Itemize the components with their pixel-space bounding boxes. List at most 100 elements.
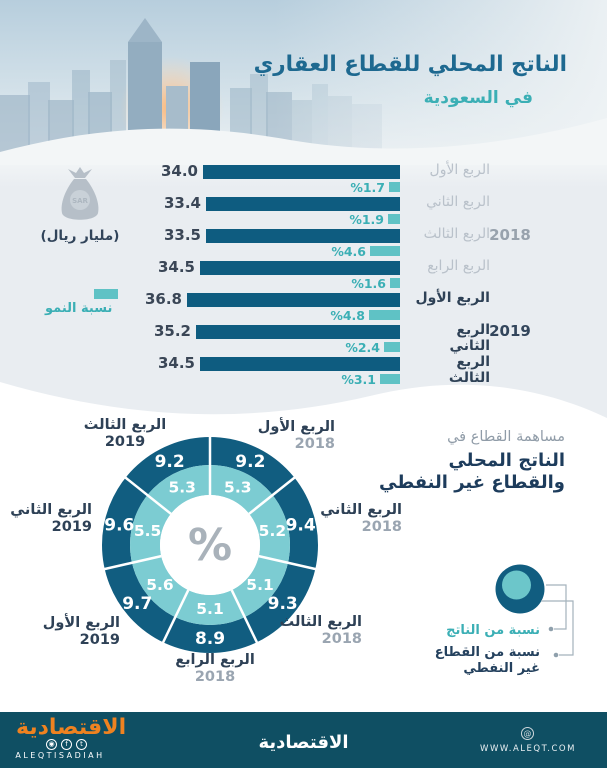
donut-label-quarter: الربع الثالث [279, 614, 362, 630]
gdp-bar-value: 34.5 [157, 258, 195, 276]
donut-inner-value: 5.6 [146, 576, 173, 594]
growth-legend-swatch [94, 289, 118, 299]
donut-separator [124, 476, 172, 515]
currency-tag-label: SAR [72, 197, 88, 205]
donut-inner-value: 5.3 [224, 478, 251, 496]
gdp-bar-value: 34.5 [157, 354, 195, 372]
city-skyline-image [0, 0, 607, 165]
contribution-intro: مساهمة القطاع في [447, 429, 565, 445]
gdp-bar-value: 35.2 [153, 322, 191, 340]
growth-bar-value: %2.4 [345, 340, 380, 355]
facebook-icon: f [61, 739, 72, 750]
donut-label-quarter: الربع الأول [257, 419, 335, 435]
gdp-bar [203, 165, 400, 179]
gdp-bar [187, 293, 400, 307]
growth-bar [384, 342, 400, 352]
donut-inner-value: 5.1 [196, 600, 223, 618]
year-group-2018: 2018 [489, 226, 531, 244]
donut-outer-value: 9.6 [104, 515, 134, 535]
bar-category-label: الربع الثالث [423, 226, 490, 242]
donut-separator [103, 554, 162, 571]
money-bag-icon: SAR [61, 167, 99, 220]
footer-social-icons: ◉ f t [46, 739, 87, 750]
growth-bar-value: %1.7 [350, 180, 385, 195]
growth-bar [380, 374, 400, 384]
donut-label-quarter: الربع الأول [42, 615, 120, 631]
growth-bar [389, 182, 400, 192]
donut-separator [161, 589, 190, 644]
growth-bar-value: %4.8 [330, 308, 365, 323]
gdp-bar [206, 229, 400, 243]
donut-inner-value: 5.3 [168, 478, 195, 496]
bar-category-label: الربع الرابع [427, 258, 490, 274]
donut-label-year: 2018 [194, 669, 236, 685]
page-subtitle: في السعودية [423, 88, 533, 108]
donut-label-quarter: الربع الثاني [10, 502, 92, 518]
growth-bar [370, 246, 400, 256]
donut-inner-value: 5.5 [134, 522, 161, 540]
donut-outer-value: 9.7 [122, 594, 152, 614]
donut-separator [258, 554, 317, 571]
donut-inner-value: 5.2 [259, 522, 286, 540]
gdp-bar [200, 357, 400, 371]
twitter-icon: t [76, 739, 87, 750]
legend-share-of-nonoil-line1: نسبة من القطاع [434, 645, 540, 660]
contribution-line2: والقطاع غير النفطي [378, 472, 565, 493]
donut-separator [248, 476, 296, 515]
donut-outer-value: 9.4 [286, 515, 316, 535]
donut-segment-label: الربع الثالث 2019 [78, 417, 172, 451]
gdp-bar [206, 197, 400, 211]
donut-label-year: 2019 [51, 519, 92, 535]
donut-center-percent: % [188, 520, 232, 571]
donut-label-year: 2019 [79, 632, 120, 648]
growth-bar-value: %4.6 [331, 244, 366, 259]
legend-share-of-nonoil: نسبة من القطاع غير النفطي [435, 645, 540, 676]
page-title: الناتج المحلي للقطاع العقاري [253, 52, 567, 77]
footer-center-logo: الاقتصادية [258, 732, 349, 753]
donut-separator [230, 589, 259, 644]
gdp-bar-value: 34.0 [160, 162, 198, 180]
footer-website: WWW.ALEQT.COM [480, 744, 576, 754]
bar-category-label: الربع الثالث [448, 354, 490, 386]
donut-outer-value: 9.3 [268, 594, 298, 614]
donut-segment-label: الربع الثالث 2018 [272, 614, 362, 648]
donut-segment-label: الربع الأول 2019 [28, 615, 120, 649]
gdp-bar-value: 33.5 [163, 226, 201, 244]
growth-bar-value: %3.1 [341, 372, 376, 387]
growth-legend-label: نسبة النمو [45, 301, 113, 316]
bar-category-label: الربع الأول [415, 290, 490, 306]
unit-label: (مليار ريال) [40, 228, 120, 244]
donut-center-hole [160, 495, 260, 595]
growth-bar [369, 310, 400, 320]
hero-section: الناتج المحلي للقطاع العقاري في السعودية [0, 0, 607, 165]
growth-bar-value: %1.6 [351, 276, 386, 291]
section-divider-wave [0, 382, 607, 447]
gdp-bar-value: 33.4 [163, 194, 201, 212]
donut-label-year: 2019 [104, 434, 146, 450]
gdp-bar-value: 36.8 [144, 290, 182, 308]
donut-label-quarter: الربع الثاني [320, 502, 402, 518]
footer: الاقتصادية ◉ f t ALEQTISADIAH الاقتصادية… [0, 712, 607, 768]
legend-share-of-gdp: نسبة من الناتج [446, 623, 540, 638]
gdp-bar [200, 261, 400, 275]
bar-category-label: الربع الثاني [449, 322, 490, 354]
legend-share-of-nonoil-line2: غير النفطي [463, 660, 540, 676]
instagram-icon: ◉ [46, 739, 57, 750]
donut-outer-value: 8.9 [195, 629, 225, 649]
donut-inner-value: 5.1 [246, 576, 273, 594]
growth-bar [388, 214, 400, 224]
donut-label-quarter: الربع الثالث [83, 417, 167, 433]
year-group-2019: 2019 [489, 322, 531, 340]
gdp-bar [196, 325, 400, 339]
donut-label-quarter: الربع الرابع [175, 652, 255, 668]
donut-segment-label: الربع الثاني 2019 [0, 502, 92, 536]
website-icon: @ [521, 727, 534, 740]
donut-label-year: 2018 [361, 519, 402, 535]
donut-label-year: 2018 [294, 436, 335, 452]
donut-segment-label: الربع الرابع 2018 [168, 652, 262, 686]
donut-segment-label: الربع الأول 2018 [245, 419, 335, 453]
contribution-line1: الناتج المحلي [448, 450, 565, 471]
growth-bar [390, 278, 400, 288]
footer-brand-logo: الاقتصادية [16, 715, 127, 740]
